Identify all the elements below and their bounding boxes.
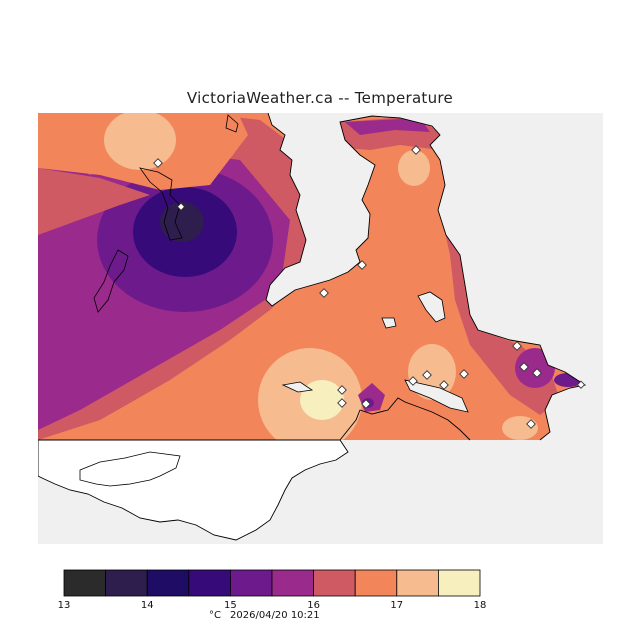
legend-tick-label: 16 (307, 600, 320, 611)
station-marker[interactable] (422, 370, 432, 380)
legend-swatch (105, 569, 148, 597)
station-marker[interactable] (337, 385, 347, 395)
station-marker[interactable] (519, 362, 529, 372)
legend-unit: °C (209, 610, 221, 621)
timestamp: 2026/04/20 10:21 (230, 610, 320, 621)
legend-swatch (63, 569, 106, 597)
legend-tick-label: 13 (58, 600, 71, 611)
legend-tick-label: 15 (224, 600, 237, 611)
legend-swatch (229, 569, 273, 597)
station-marker[interactable] (357, 260, 367, 270)
station-marker[interactable] (576, 380, 586, 389)
southern-coastline (38, 439, 349, 541)
station-marker[interactable] (411, 145, 421, 155)
station-marker[interactable] (319, 288, 329, 298)
southern-inlet (79, 451, 181, 487)
legend-swatch (437, 569, 481, 597)
legend-swatches (63, 569, 481, 597)
station-marker[interactable] (337, 398, 347, 408)
station-marker[interactable] (439, 380, 449, 390)
station-marker[interactable] (176, 202, 186, 211)
legend-ticks: 13 14 15 16 17 18 (58, 600, 487, 611)
legend-swatch (271, 569, 314, 597)
station-marker[interactable] (408, 376, 418, 386)
legend-swatch (396, 569, 439, 597)
coastline (265, 113, 587, 441)
map-frame (38, 113, 603, 544)
station-marker[interactable] (512, 341, 522, 351)
legend-swatch (313, 569, 356, 597)
station-marker[interactable] (459, 369, 469, 379)
station-markers[interactable] (153, 145, 586, 429)
station-marker[interactable] (153, 158, 163, 168)
legend-swatch (354, 569, 398, 597)
legend-tick-label: 17 (390, 600, 403, 611)
islands (93, 114, 239, 313)
station-marker[interactable] (532, 368, 542, 378)
temperature-map[interactable] (38, 113, 603, 544)
station-marker[interactable] (526, 419, 536, 429)
legend-tick-label: 18 (474, 600, 487, 611)
water-bodies (281, 291, 469, 413)
legend-swatch (146, 569, 190, 597)
station-marker[interactable] (361, 399, 371, 409)
map-title: VictoriaWeather.ca -- Temperature (186, 89, 454, 107)
legend-tick-label: 14 (141, 600, 154, 611)
legend-swatch (188, 569, 231, 597)
